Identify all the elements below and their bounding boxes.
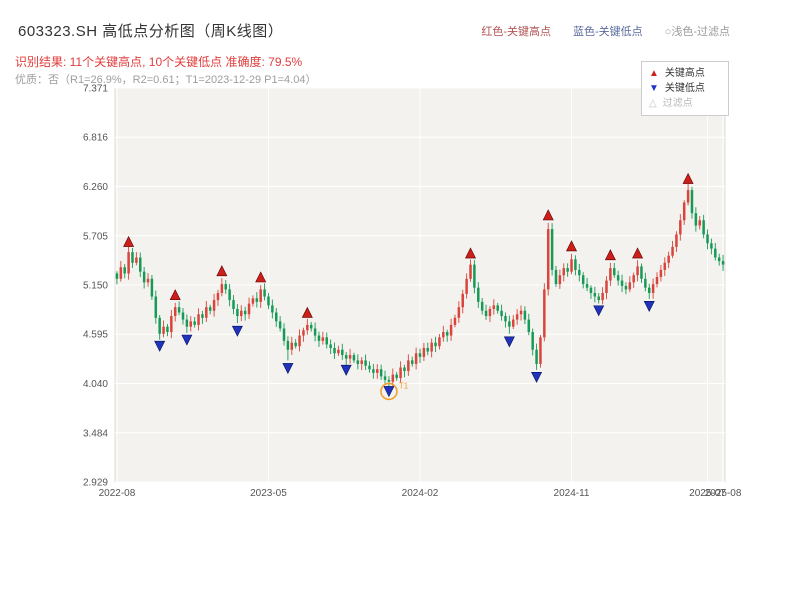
legend-item-key-low: ▼ 关键低点 [649,81,721,96]
legend-label-filtered: 过滤点 [662,98,693,109]
top-legend-key-high-label: 红色-关键高点 [481,26,552,38]
svg-text:4.595: 4.595 [83,330,108,341]
legend-item-filtered: △ 过滤点 [649,96,721,111]
svg-text:2024-02: 2024-02 [402,488,439,499]
svg-text:2024-11: 2024-11 [554,488,590,499]
key-high-triangle-icon: ▲ [649,68,659,79]
svg-text:2025-07: 2025-07 [689,488,726,499]
x-axis-labels: 2022-08 2023-05 2024-02 2024-11 2025-072025-… [99,488,742,499]
quality-assessment-text: 优质：否（R1=26.9%，R2=0.61；T1=2023-12-29 P1=4… [15,74,317,86]
svg-text:4.040: 4.040 [83,379,108,390]
svg-text:2023-05: 2023-05 [250,488,287,499]
grid-layer [115,87,725,483]
filtered-point-annotation: T1 [380,381,409,401]
svg-text:5.150: 5.150 [83,281,108,292]
key-low-markers [154,301,655,398]
top-legend: 红色-关键高点 蓝色-关键低点 ○浅色-过滤点 [481,23,730,39]
candles-layer [115,183,725,388]
svg-text:3.484: 3.484 [83,428,108,439]
filtered-point-triangle-icon: △ [649,98,657,109]
svg-text:5.705: 5.705 [83,231,108,242]
top-legend-filtered-label: ○浅色-过滤点 [664,26,730,38]
svg-text:7.371: 7.371 [83,84,108,95]
top-legend-key-low-label: 蓝色-关键低点 [573,26,643,38]
page-title: 603323.SH 高低点分析图（周K线图） [18,23,284,40]
svg-text:T1: T1 [399,381,409,390]
y-axis-labels: 7.371 6.816 6.260 5.705 5.150 4.595 4.040 3.484… [83,84,108,489]
key-high-markers [123,172,694,318]
legend-item-key-high: ▲ 关键高点 [649,66,721,81]
svg-text:6.260: 6.260 [83,182,108,193]
chart-legend-box: ▲ 关键高点 ▼ 关键低点 △ 过滤点 [641,61,729,116]
svg-text:2025-08: 2025-08 [705,488,742,499]
legend-label-key-low: 关键低点 [664,83,705,94]
recognition-result-text: 识别结果: 11个关键高点, 10个关键低点 准确度: 79.5% [15,55,303,69]
svg-text:2022-08: 2022-08 [99,488,136,499]
legend-label-key-high: 关键高点 [664,68,705,79]
key-low-triangle-icon: ▼ [649,83,659,94]
svg-text:2.929: 2.929 [83,478,108,489]
svg-text:6.816: 6.816 [83,133,108,144]
